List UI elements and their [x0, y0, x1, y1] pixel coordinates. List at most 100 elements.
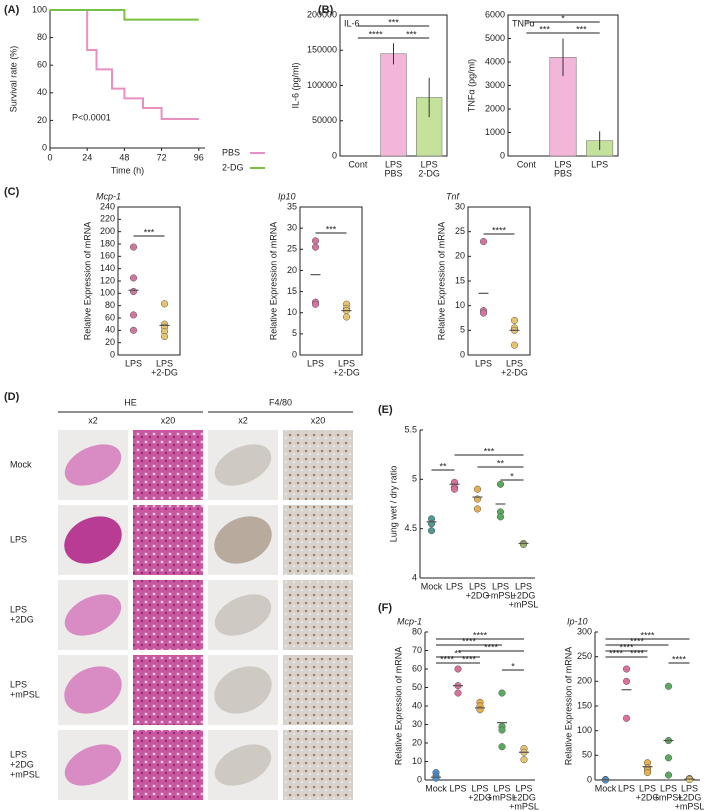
stain-header: HE	[124, 397, 137, 407]
tissue-section	[214, 744, 272, 786]
y-tick-label: 240	[100, 201, 115, 211]
y-axis-label: Survival rate (%)	[8, 46, 18, 113]
row-label: +mPSL	[10, 769, 40, 779]
y-tick-label: 2000	[485, 103, 505, 113]
significance-label: ****	[492, 225, 507, 235]
x-tick-label: +2DG	[512, 590, 536, 600]
y-axis-label: Relative Expression of mRNA	[393, 647, 403, 766]
data-point	[479, 237, 488, 246]
x-tick-label: +2DG	[466, 590, 490, 600]
y-tick-label: 10	[412, 756, 422, 766]
data-point	[479, 309, 488, 317]
data-point	[622, 714, 631, 722]
micrograph	[133, 655, 203, 725]
data-point	[129, 274, 138, 282]
data-point	[622, 665, 631, 673]
row-label: LPS	[10, 534, 27, 544]
chart-title: Tnf	[446, 191, 461, 201]
x-tick-label: LPS	[493, 783, 510, 793]
y-tick-label: 15	[455, 275, 465, 285]
significance-label: **	[497, 458, 505, 468]
y-tick-label: 10	[455, 300, 465, 310]
tissue-section	[64, 666, 122, 714]
x-tick-label: +mPSL	[487, 792, 517, 802]
stain-header: F4/80	[269, 397, 292, 407]
x-tick-label: LPS	[469, 581, 486, 591]
x-tick-label: 96	[194, 152, 204, 162]
y-tick-label: 0	[332, 150, 337, 160]
x-tick-label: LPS	[591, 159, 608, 169]
y-tick-label: 40	[105, 325, 115, 335]
tissue-section	[214, 444, 272, 486]
y-tick-label: 25	[455, 226, 465, 236]
micrograph	[133, 580, 203, 650]
y-axis-label: Lung wet / dry ratio	[388, 466, 398, 543]
data-point	[519, 540, 528, 549]
significance-label: ***	[484, 446, 495, 456]
x-tick-label: +2DG	[636, 792, 660, 802]
x-tick-label: 2-DG	[418, 168, 440, 178]
x-tick-label: 0	[47, 152, 52, 162]
y-tick-label: 1000	[485, 127, 505, 137]
y-tick-label: 20	[105, 337, 115, 347]
y-tick-label: 30	[287, 223, 297, 233]
y-tick-label: 0	[460, 349, 465, 359]
y-tick-label: 5	[460, 325, 465, 335]
significance-label: ***	[326, 224, 337, 234]
data-point	[311, 237, 320, 245]
significance-label: ***	[388, 17, 399, 27]
magnification: x20	[311, 415, 326, 425]
x-tick-label: LPS	[421, 159, 438, 169]
significance-label: ****	[462, 654, 477, 664]
x-tick-label: Mock	[425, 783, 447, 793]
tissue-section	[214, 594, 272, 636]
y-tick-label: 300	[577, 626, 592, 636]
y-tick-label: 0	[500, 150, 505, 160]
y-tick-label: 5	[292, 328, 297, 338]
magnification: x2	[88, 415, 98, 425]
y-axis-label: IL-6 (pg/ml)	[290, 62, 300, 108]
y-axis-label: Relative Expression of mRNA	[268, 222, 278, 341]
chart-title: IL-6	[344, 18, 360, 28]
y-tick-label: 60	[37, 60, 47, 70]
micrograph	[283, 430, 353, 500]
significance-label: ****	[630, 648, 645, 658]
x-tick-label: LPS	[156, 358, 173, 368]
tissue-section	[64, 744, 122, 786]
chart-title: Ip-10	[567, 616, 588, 626]
data-point	[498, 689, 506, 697]
y-axis-label: Relative Expression of mRNA	[436, 222, 446, 341]
magnification: x2	[238, 415, 248, 425]
y-tick-label: 35	[287, 201, 297, 211]
x-tick-label: +mPSL	[675, 801, 705, 811]
panel-label: (F)	[378, 602, 392, 614]
data-point	[450, 485, 459, 493]
y-tick-label: 0	[292, 349, 297, 359]
data-point	[520, 756, 528, 764]
panel-label: (B)	[318, 4, 334, 16]
row-label: LPS	[10, 604, 27, 614]
y-tick-label: 200	[100, 226, 115, 236]
y-tick-label: 60	[105, 312, 115, 322]
y-tick-label: 5	[412, 474, 417, 484]
y-tick-label: 250	[577, 651, 592, 661]
y-tick-label: 30	[455, 201, 465, 211]
panel-label: (A)	[4, 4, 20, 16]
significance-label: ****	[484, 642, 499, 652]
x-tick-label: LPS	[492, 581, 509, 591]
significance-label: ***	[144, 227, 155, 237]
legend-label: 2-DG	[222, 162, 244, 172]
y-tick-label: 20	[287, 265, 297, 275]
x-tick-label: LPS	[515, 581, 532, 591]
chart-title: Mcp-1	[96, 191, 121, 201]
legend-label: PBS	[222, 147, 240, 157]
x-tick-label: 48	[119, 152, 129, 162]
x-axis-label: Time (h)	[111, 165, 144, 175]
x-tick-label: Mock	[421, 581, 443, 591]
y-tick-label: 200000	[307, 9, 337, 19]
x-tick-label: Mock	[595, 783, 617, 793]
tissue-section	[214, 516, 272, 564]
x-tick-label: +2-DG	[333, 367, 360, 377]
y-tick-label: 4.5	[404, 523, 417, 533]
